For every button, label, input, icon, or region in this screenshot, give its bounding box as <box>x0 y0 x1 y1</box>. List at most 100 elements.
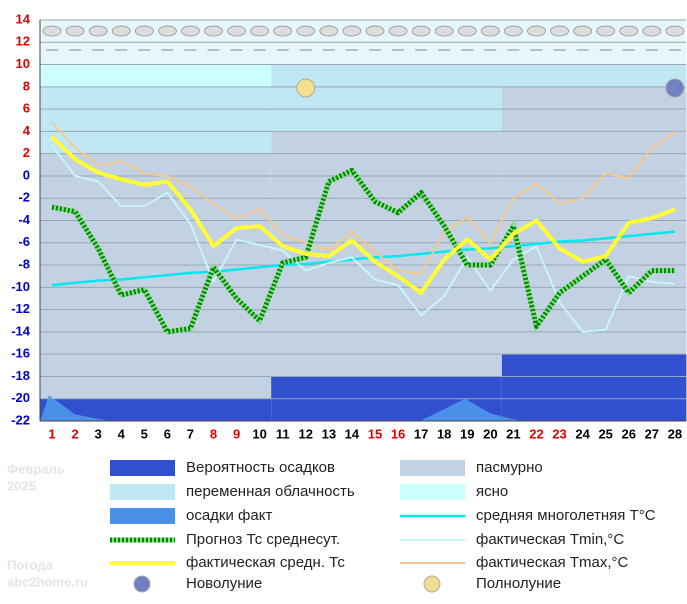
x-tick-label: 8 <box>210 426 217 441</box>
legend-label: Прогноз Тс среднесут. <box>186 531 340 548</box>
y-tick-label: -8 <box>18 256 30 271</box>
x-tick-label: 17 <box>414 426 428 441</box>
cloud-icon <box>273 25 293 37</box>
x-tick-label: 27 <box>645 426 659 441</box>
legend-label: Новолуние <box>186 575 262 592</box>
cloud-icon <box>665 25 685 37</box>
line <box>51 167 675 335</box>
cloud-band <box>501 354 687 421</box>
x-tick-label: 15 <box>368 426 382 441</box>
cloud-icon <box>319 25 339 37</box>
x-tick-label: 5 <box>141 426 148 441</box>
legend-label: Полнолуние <box>476 575 561 592</box>
legend-swatch <box>133 575 151 593</box>
cloud-icon <box>88 25 108 37</box>
x-tick-label: 14 <box>345 426 360 441</box>
legend-label: фактическая Tmax,°C <box>476 554 629 571</box>
line <box>51 230 676 287</box>
cloud-icon <box>204 25 223 37</box>
y-tick-label: -20 <box>11 390 30 405</box>
x-tick-label: 26 <box>622 426 636 441</box>
y-tick-label: 14 <box>16 11 31 26</box>
legend-label: ясно <box>476 483 508 500</box>
cloud-icon <box>411 25 431 37</box>
precip-fact <box>40 395 520 421</box>
y-tick-label: -16 <box>11 346 30 361</box>
cloud-icon <box>181 25 200 37</box>
cloud-band <box>501 64 687 87</box>
cloud-icon <box>596 25 616 37</box>
y-tick-label: -6 <box>18 234 30 249</box>
x-tick-label: 6 <box>164 426 171 441</box>
legend-label: переменная облачность <box>186 483 355 500</box>
x-tick-label: 24 <box>575 426 590 441</box>
cloud-icon <box>342 25 362 37</box>
x-tick-label: 9 <box>233 426 240 441</box>
y-tick-label: -14 <box>11 323 31 338</box>
legend-swatch <box>400 460 465 476</box>
x-tick-label: 25 <box>598 426 612 441</box>
cloud-icon <box>457 25 477 37</box>
cloud-icon <box>42 25 62 37</box>
y-tick-label: 2 <box>23 145 30 160</box>
legend-swatch <box>400 484 465 500</box>
line <box>51 145 675 333</box>
line <box>51 121 676 275</box>
legend-swatch <box>110 460 175 476</box>
cloud-icon <box>365 25 385 37</box>
x-tick-label: 2 <box>71 426 78 441</box>
x-tick-label: 12 <box>299 426 313 441</box>
cloud-icon <box>550 25 569 37</box>
y-tick-label: 0 <box>23 167 30 182</box>
cloud-icon <box>480 25 500 37</box>
x-tick-label: 10 <box>252 426 266 441</box>
y-tick-label: -18 <box>11 368 30 383</box>
cloud-icon <box>250 25 269 37</box>
y-tick-label: 6 <box>23 101 30 116</box>
x-tick-label: 21 <box>506 426 520 441</box>
legend-label: фактическая Tmin,°C <box>476 531 624 548</box>
cloud-band <box>40 86 272 154</box>
legend-swatch <box>423 575 441 593</box>
cloud-icon <box>134 25 154 37</box>
y-tick-label: -12 <box>11 301 30 316</box>
cloud-band <box>40 398 272 421</box>
cloud-icon <box>527 25 546 37</box>
y-tick-label: -2 <box>18 190 30 205</box>
cloud-icon <box>504 25 523 37</box>
y-tick-label: 8 <box>23 78 30 93</box>
y-tick-label: -22 <box>11 412 30 427</box>
legend-label: Вероятность осадков <box>186 459 335 476</box>
x-tick-label: 20 <box>483 426 497 441</box>
cloud-icon <box>227 25 246 37</box>
x-tick-label: 7 <box>187 426 194 441</box>
x-tick-label: 22 <box>529 426 543 441</box>
legend-label: пасмурно <box>476 459 543 476</box>
y-tick-label: 12 <box>16 34 30 49</box>
x-tick-label: 1 <box>48 426 55 441</box>
cloud-icon <box>619 25 639 37</box>
cloud-band <box>40 64 272 87</box>
x-tick-label: 3 <box>95 426 102 441</box>
cloud-icon <box>158 25 177 37</box>
x-tick-label: 16 <box>391 426 405 441</box>
x-tick-label: 13 <box>322 426 336 441</box>
year: 2025 <box>7 478 36 493</box>
x-tick-label: 18 <box>437 426 451 441</box>
legend-label: осадки факт <box>186 507 272 524</box>
x-tick-label: 23 <box>552 426 566 441</box>
cloud-icon <box>573 25 592 37</box>
cloud-icon <box>434 25 454 37</box>
month: Февраль <box>7 461 65 476</box>
cloud-icon <box>296 25 316 37</box>
moon <box>296 78 316 98</box>
legend-label: фактическая средн. Тс <box>186 554 345 571</box>
cloud-icon <box>388 25 408 37</box>
x-tick-label: 19 <box>460 426 474 441</box>
y-tick-label: -4 <box>18 212 30 227</box>
y-tick-label: -10 <box>11 279 30 294</box>
x-tick-label: 4 <box>118 426 126 441</box>
legend-label: средняя многолетняя T°C <box>476 507 656 524</box>
legend-swatch <box>110 484 175 500</box>
